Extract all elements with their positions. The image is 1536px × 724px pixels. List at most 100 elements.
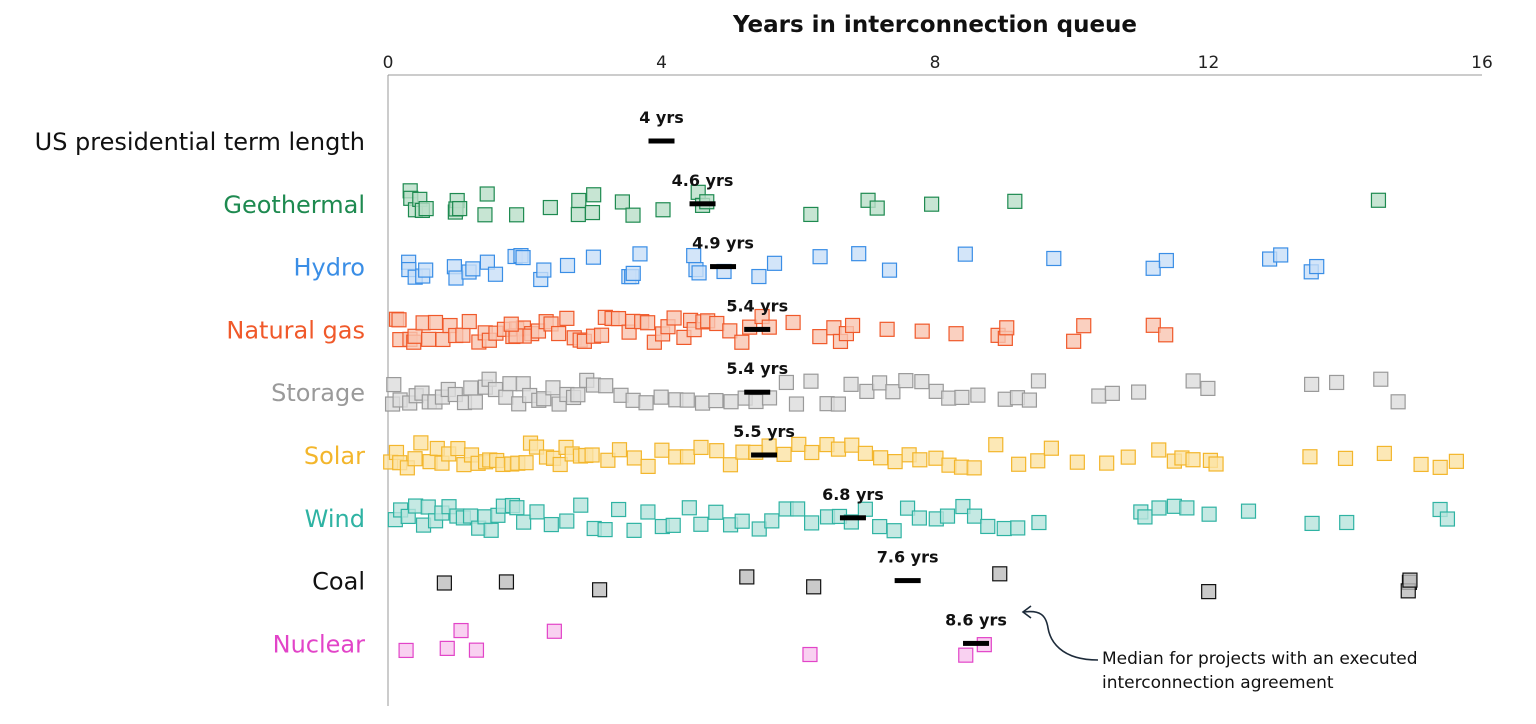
data-point <box>610 311 627 327</box>
x-tick-label: 0 <box>383 53 394 73</box>
axis-title: Years in interconnection queue <box>732 12 1137 38</box>
data-point <box>477 207 493 223</box>
data-point <box>1179 500 1195 516</box>
data-point <box>611 501 627 518</box>
data-point <box>804 444 820 461</box>
data-point <box>948 326 964 342</box>
median-marker <box>894 578 921 584</box>
data-point <box>418 262 434 278</box>
data-point <box>1432 459 1448 475</box>
data-point <box>465 261 481 277</box>
data-point <box>1448 453 1465 469</box>
data-point <box>970 387 986 403</box>
data-point <box>509 500 525 516</box>
data-point <box>1021 392 1038 408</box>
category-label: Wind <box>305 505 365 533</box>
data-point <box>503 316 519 332</box>
data-point <box>640 504 656 520</box>
data-point <box>851 246 867 262</box>
data-point <box>653 389 669 405</box>
data-point <box>708 392 724 409</box>
data-point <box>1069 454 1085 470</box>
row-natural-gas: Natural gas 5.4 yrs <box>226 296 1174 350</box>
data-point <box>640 458 656 474</box>
data-point <box>611 442 628 458</box>
data-point <box>453 622 469 639</box>
data-point <box>559 513 575 529</box>
data-point <box>655 202 671 218</box>
data-point <box>1201 506 1217 522</box>
data-point <box>1030 373 1047 389</box>
data-point <box>791 436 807 452</box>
data-point <box>552 456 568 473</box>
data-point <box>709 443 725 459</box>
data-point <box>542 199 558 216</box>
data-point <box>857 501 873 517</box>
data-point <box>421 331 437 347</box>
data-point <box>427 314 444 331</box>
data-point <box>398 642 414 659</box>
data-point <box>584 204 601 221</box>
data-point <box>734 513 750 529</box>
median-label: 4.6 yrs <box>672 171 734 190</box>
median-label: 6.8 yrs <box>822 485 884 504</box>
x-tick-label: 12 <box>1198 53 1220 73</box>
data-point <box>468 642 485 658</box>
data-point <box>559 257 576 274</box>
data-point <box>638 395 654 411</box>
data-point <box>748 393 764 410</box>
data-point <box>1185 452 1201 468</box>
data-point <box>924 196 940 212</box>
data-point <box>928 450 944 466</box>
median-marker <box>744 389 771 395</box>
data-point <box>785 314 801 331</box>
data-point <box>691 265 707 281</box>
data-point <box>886 523 902 539</box>
data-point <box>598 378 614 394</box>
data-point <box>1076 318 1092 334</box>
data-point <box>879 321 895 337</box>
data-point <box>803 373 819 389</box>
data-point <box>1131 384 1147 400</box>
data-point <box>1200 380 1216 397</box>
data-point <box>812 249 828 265</box>
data-point <box>766 255 783 271</box>
data-point <box>518 455 534 471</box>
data-point <box>735 444 751 460</box>
data-point <box>597 521 613 538</box>
data-point <box>1304 376 1320 393</box>
data-point <box>1309 258 1325 275</box>
data-point <box>885 384 901 400</box>
data-point <box>709 315 725 332</box>
data-point <box>957 246 973 262</box>
data-point <box>1031 514 1047 531</box>
data-point <box>1240 503 1257 519</box>
category-label: Solar <box>304 442 365 470</box>
data-point <box>436 575 452 591</box>
data-point <box>640 315 656 331</box>
data-point <box>632 246 648 262</box>
data-point <box>1185 373 1201 389</box>
data-point <box>625 265 641 281</box>
data-point <box>1099 455 1115 471</box>
data-point <box>626 522 642 538</box>
data-point <box>1376 445 1392 462</box>
data-point <box>408 498 424 514</box>
data-point <box>693 516 709 532</box>
median-marker <box>963 640 990 646</box>
data-point <box>516 514 532 530</box>
data-point <box>857 445 874 461</box>
category-label: Geothermal <box>223 191 365 219</box>
median-label: 5.4 yrs <box>726 359 788 378</box>
data-point <box>593 327 610 343</box>
data-point <box>626 450 642 466</box>
annotation-line-1: Median for projects with an executed <box>1102 649 1418 669</box>
data-point <box>790 501 806 517</box>
data-point <box>1145 260 1161 276</box>
arrow-head-icon <box>1021 605 1032 619</box>
data-point <box>479 254 495 270</box>
data-point <box>543 516 559 533</box>
data-point <box>509 207 525 223</box>
row-us-presidential-term-length: US presidential term length 4 yrs <box>35 108 684 156</box>
